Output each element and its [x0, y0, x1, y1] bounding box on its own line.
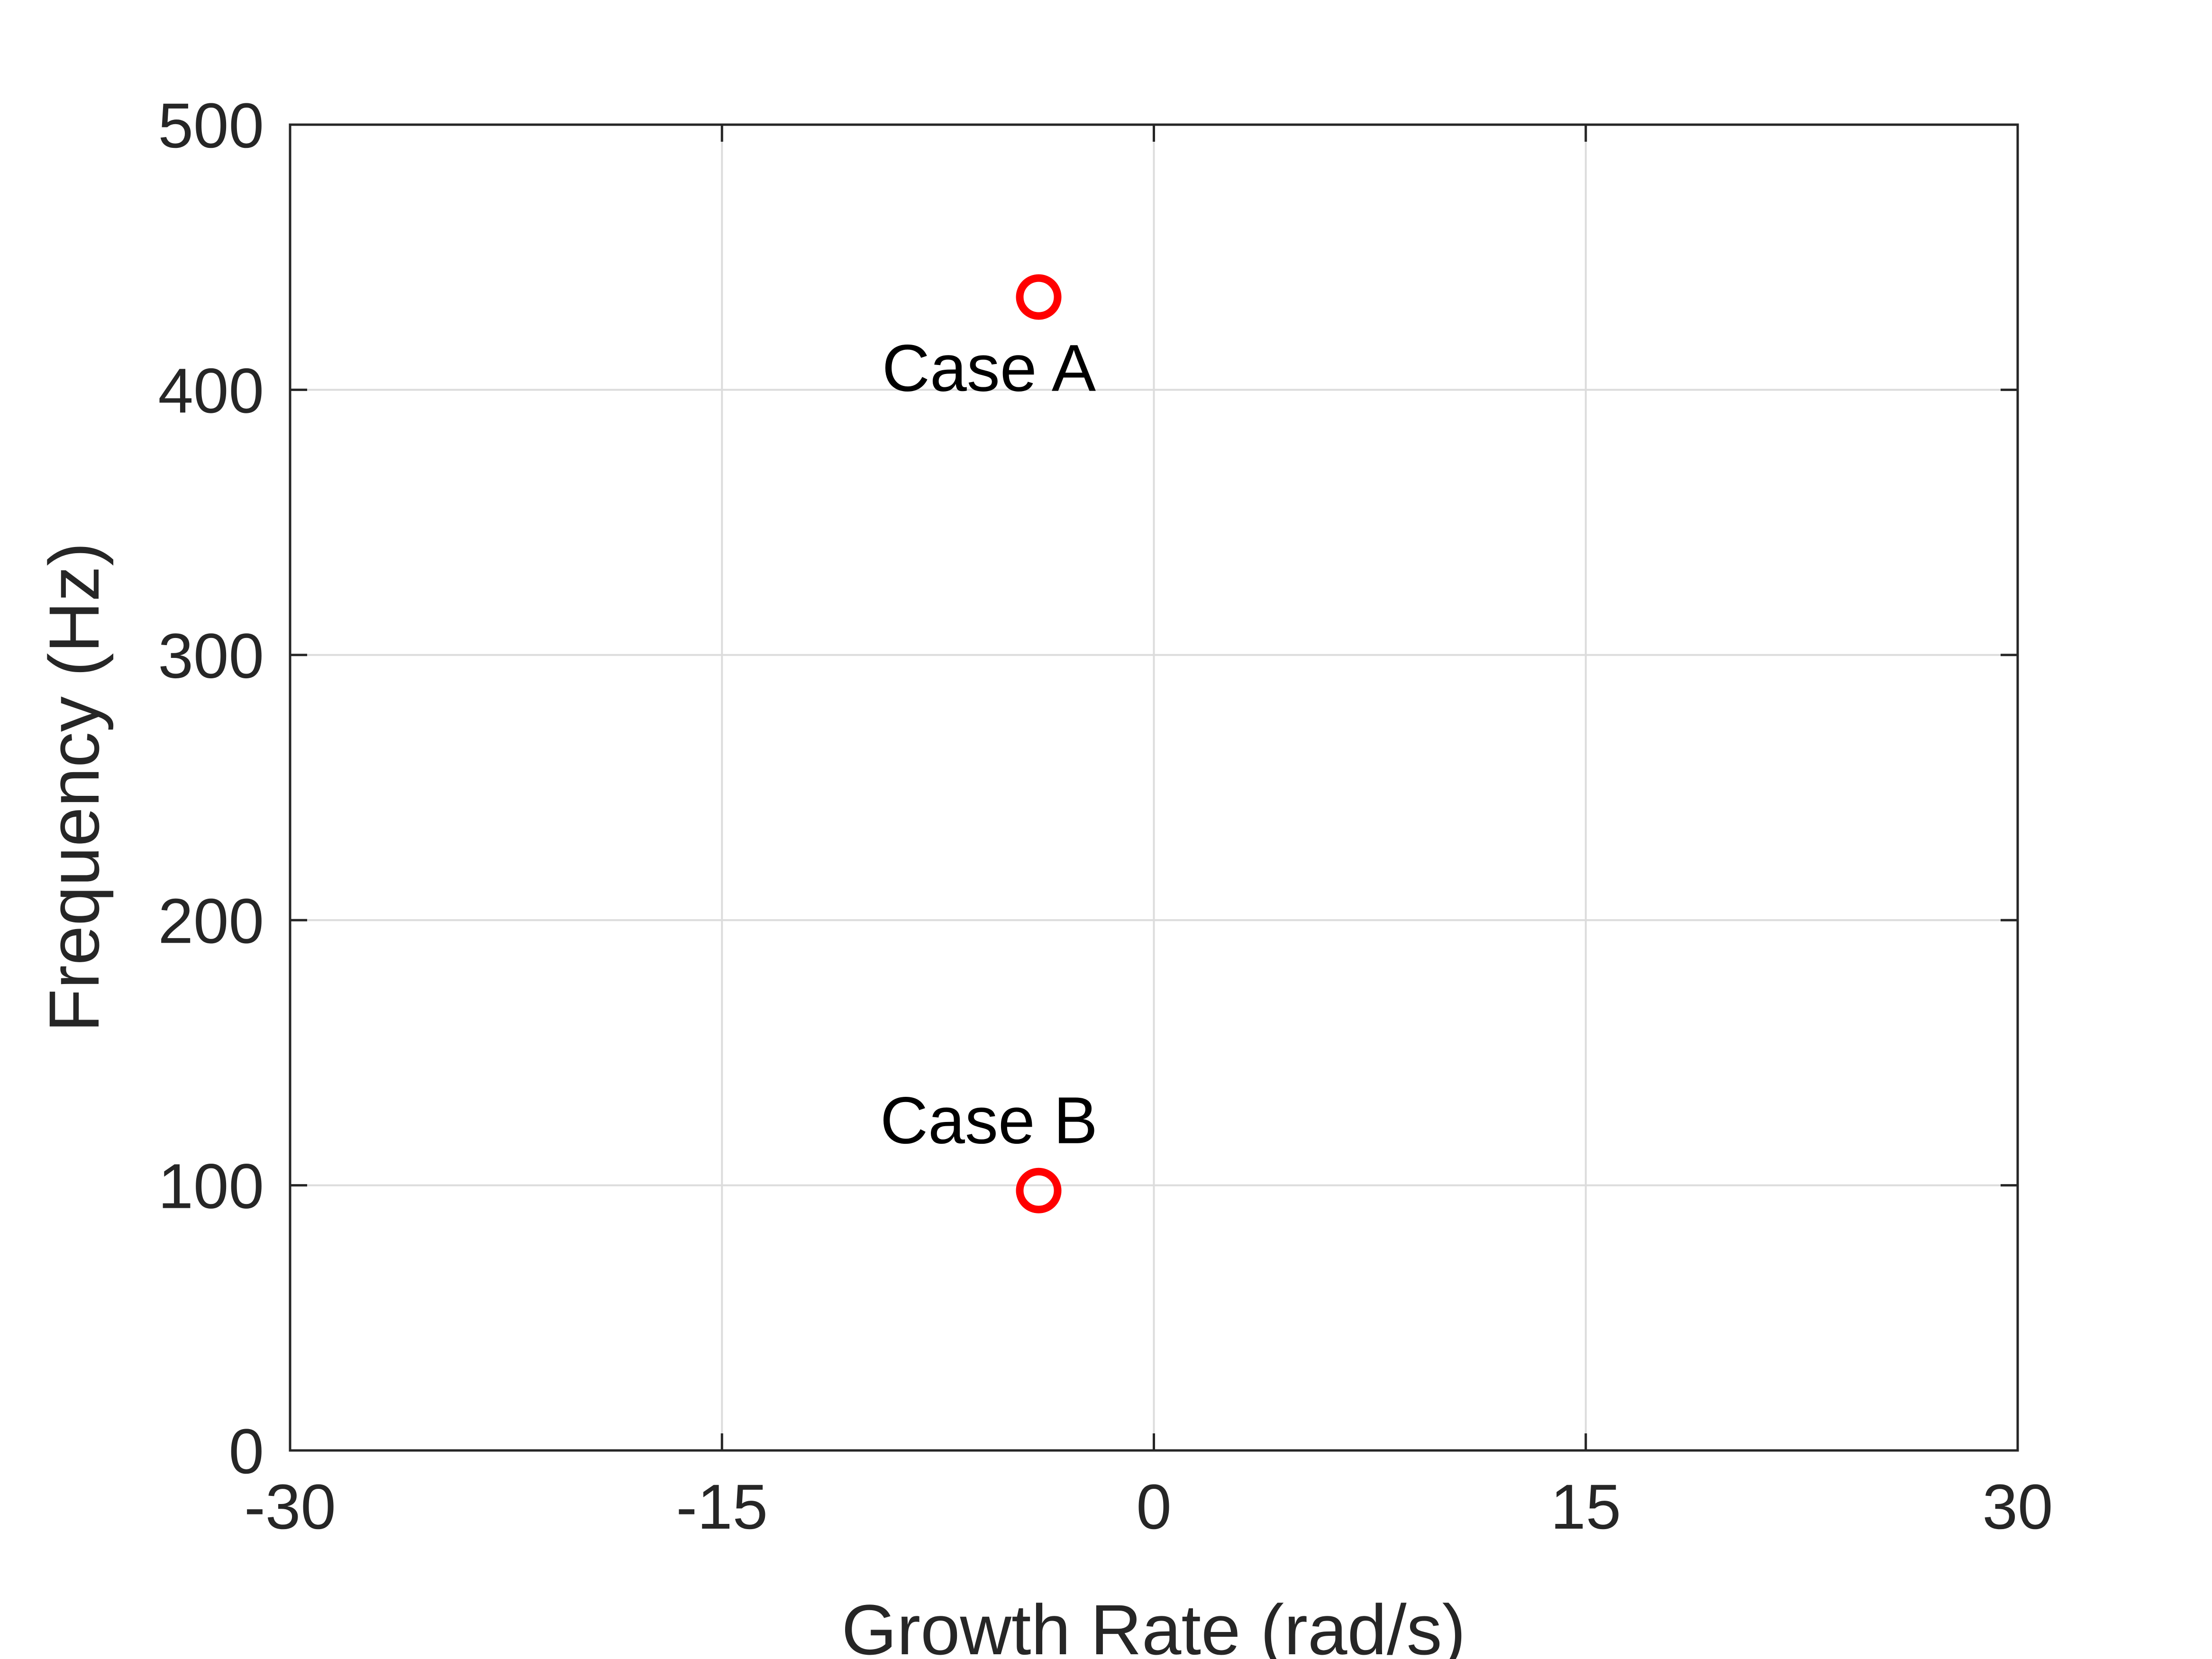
x-tick-label: -15: [676, 1472, 768, 1542]
data-point-marker: [1016, 1167, 1062, 1213]
data-points: [1016, 274, 1062, 1213]
y-tick-label: 0: [228, 1416, 264, 1487]
y-tick-label: 200: [158, 886, 264, 957]
y-tick-label: 300: [158, 621, 264, 692]
x-tick-label: -30: [244, 1472, 336, 1542]
axes-box: [289, 123, 2019, 1452]
data-point-marker: [1016, 274, 1062, 320]
x-tick-label: 15: [1550, 1472, 1621, 1542]
y-tick-label: 100: [158, 1151, 264, 1222]
point-annotations: Case A Case B: [880, 331, 1098, 1158]
x-tick-label: 30: [1982, 1472, 2053, 1542]
point-annotation-label: Case B: [880, 1083, 1098, 1158]
y-tick-labels: 0 100 200 300 400 500: [158, 91, 264, 1487]
grid-lines: [290, 125, 2018, 1450]
y-tick-label: 500: [158, 91, 264, 161]
x-tick-labels: -30 -15 0 15 30: [244, 1472, 2053, 1542]
y-tick-label: 400: [158, 356, 264, 426]
x-tick-label: 0: [1136, 1472, 1172, 1542]
y-axis-title: Frequency (Hz): [34, 542, 114, 1032]
x-axis-title: Growth Rate (rad/s): [841, 1590, 1466, 1659]
point-annotation-label: Case A: [882, 331, 1096, 405]
